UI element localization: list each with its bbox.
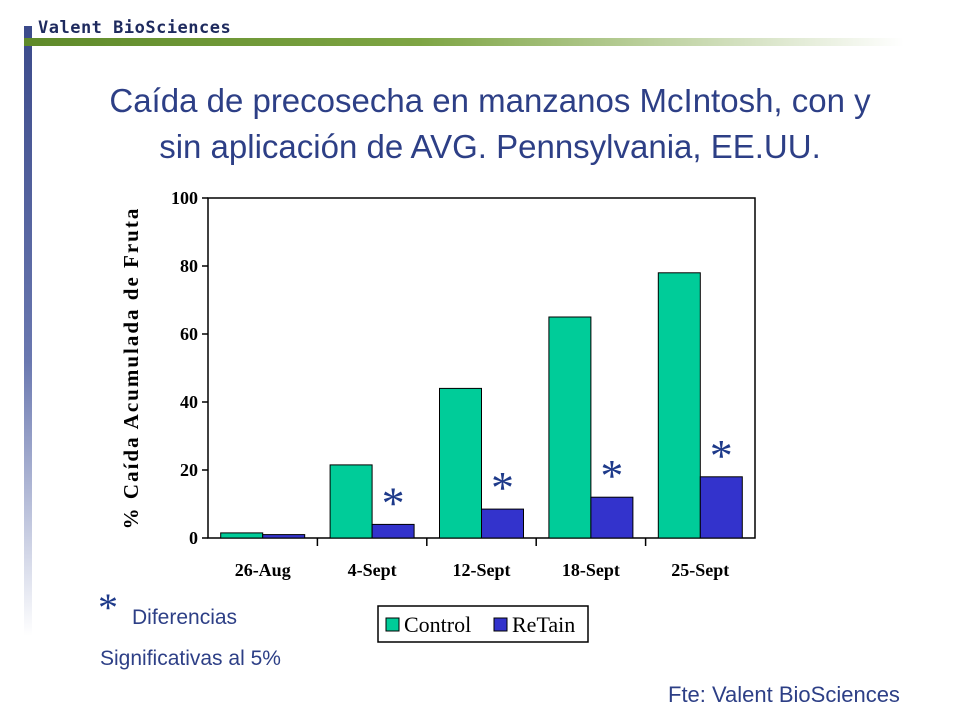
brand-label: Valent BioSciences: [38, 18, 232, 38]
x-tick-label: 12-Sept: [453, 560, 511, 580]
bar-retain-2: [481, 508, 524, 539]
significance-asterisk: *: [382, 477, 405, 528]
plot-area: 0 20 40 60 80 100 26-Aug 4-Sept * 12-Sept * 18-Sept…: [171, 188, 756, 580]
y-tick-label: 80: [180, 256, 198, 276]
legend-label-control: Control: [404, 612, 471, 637]
note-text-line-1: Diferencias: [132, 606, 238, 629]
bar-control-0: [220, 532, 264, 539]
legend-label-retain: ReTain: [512, 612, 575, 637]
significance-asterisk: *: [710, 430, 733, 481]
left-accent-bar: [24, 26, 32, 636]
slide-title: Caída de precosecha en manzanos McIntosh…: [40, 78, 940, 170]
y-tick-label: 40: [180, 392, 198, 412]
bar-retain-1: [371, 523, 415, 539]
x-tick-label: 26-Aug: [235, 560, 291, 580]
significance-asterisk: *: [491, 462, 514, 513]
bar-retain-3: [590, 496, 634, 539]
bar-control-3: [548, 316, 592, 539]
note-asterisk: *: [98, 585, 118, 630]
x-tick-label: 4-Sept: [348, 560, 397, 580]
top-accent-line: [24, 38, 904, 46]
x-tick-label: 25-Sept: [671, 560, 729, 580]
title-line-1: Caída de precosecha en manzanos McIntosh…: [109, 82, 871, 119]
note-text-line-2: Significativas al 5%: [100, 647, 281, 670]
bar-control-1: [329, 464, 373, 539]
title-line-2: sin aplicación de AVG. Pennsylvania, EE.…: [159, 128, 821, 165]
bar-control-2: [439, 387, 482, 539]
x-tick-label: 18-Sept: [562, 560, 620, 580]
y-tick-label: 60: [180, 324, 198, 344]
legend-swatch-control: [385, 617, 400, 632]
significance-asterisk: *: [600, 450, 623, 501]
legend-box: [377, 605, 589, 643]
legend-swatch-retain: [493, 617, 508, 632]
y-tick-label: 20: [180, 460, 198, 480]
y-tick-label: 100: [171, 188, 198, 208]
chart-legend: Control ReTain: [377, 605, 589, 643]
source-credit: Fte: Valent BioSciences: [668, 682, 900, 707]
bar-retain-4: [699, 476, 743, 539]
y-axis-label: % Caída Acumulada de Fruta: [119, 207, 143, 530]
y-tick-label: 0: [189, 528, 198, 548]
bar-retain-0: [262, 534, 306, 539]
bar-control-4: [657, 272, 701, 539]
